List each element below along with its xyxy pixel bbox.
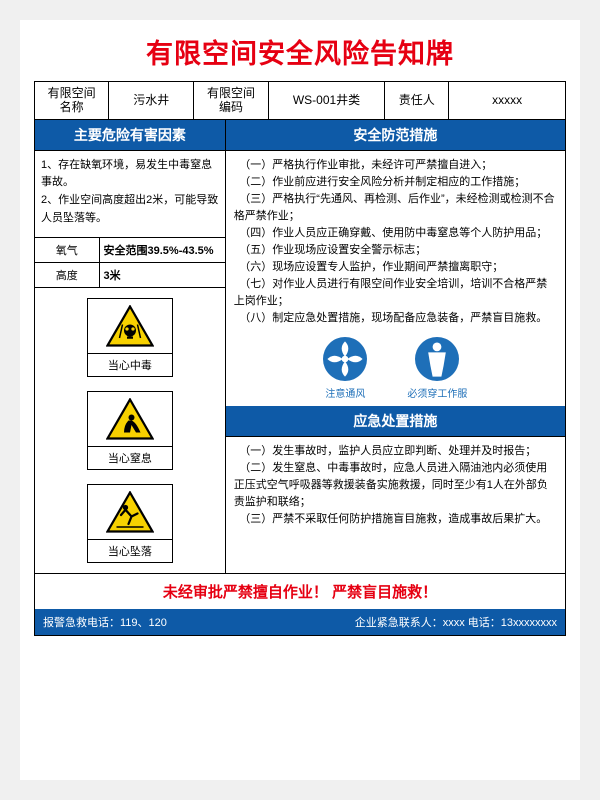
height-label: 高度 bbox=[35, 263, 100, 287]
hazard-body: 1、存在缺氧环境，易发生中毒窒息事故。 2、作业空间高度超出2米，可能导致人员坠… bbox=[35, 151, 225, 238]
mandatory-icon bbox=[323, 337, 367, 381]
header-table: 有限空间 名称 污水井 有限空间 编码 WS-001井类 责任人 xxxxx bbox=[34, 81, 566, 120]
sign-label: 当心坠落 bbox=[88, 539, 172, 562]
right-column: 安全防范措施 （一）严格执行作业审批，未经许可严禁擅自进入； （二）作业前应进行… bbox=[226, 120, 565, 573]
oxygen-label: 氧气 bbox=[35, 238, 100, 262]
warning-signs: 当心中毒当心窒息当心坠落 bbox=[35, 288, 225, 573]
enterprise-contact: 企业紧急联系人：xxxx 电话：13xxxxxxxx bbox=[355, 614, 557, 630]
footer-contact: 报警急救电话：119、120 企业紧急联系人：xxxx 电话：13xxxxxxx… bbox=[35, 609, 565, 635]
sign-label: 当心窒息 bbox=[88, 446, 172, 469]
safety-board: 有限空间安全风险告知牌 有限空间 名称 污水井 有限空间 编码 WS-001井类… bbox=[20, 20, 580, 780]
emergency-heading: 应急处置措施 bbox=[226, 406, 565, 437]
measures-heading: 安全防范措施 bbox=[226, 120, 565, 151]
warning-sign: 当心窒息 bbox=[87, 391, 173, 470]
measures-body: （一）严格执行作业审批，未经许可严禁擅自进入； （二）作业前应进行安全风险分析并… bbox=[226, 151, 565, 335]
oxygen-value: 安全范围39.5%-43.5% bbox=[100, 238, 225, 262]
warning-triangle-icon bbox=[88, 485, 172, 539]
mandatory-icon bbox=[415, 337, 459, 381]
mandatory-label: 必须穿工作服 bbox=[407, 385, 467, 400]
main-area: 主要危险有害因素 1、存在缺氧环境，易发生中毒窒息事故。 2、作业空间高度超出2… bbox=[34, 120, 566, 574]
sign-label: 当心中毒 bbox=[88, 353, 172, 376]
mandatory-sign: 必须穿工作服 bbox=[407, 337, 467, 400]
warning-triangle-icon bbox=[88, 299, 172, 353]
name-label: 有限空间 名称 bbox=[35, 82, 109, 120]
mandatory-icons: 注意通风 必须穿工作服 bbox=[226, 335, 565, 406]
warning-sign: 当心中毒 bbox=[87, 298, 173, 377]
code-value: WS-001井类 bbox=[268, 82, 385, 120]
name-value: 污水井 bbox=[109, 82, 194, 120]
code-label: 有限空间 编码 bbox=[194, 82, 268, 120]
oxygen-row: 氧气 安全范围39.5%-43.5% bbox=[35, 238, 225, 263]
left-column: 主要危险有害因素 1、存在缺氧环境，易发生中毒窒息事故。 2、作业空间高度超出2… bbox=[35, 120, 226, 573]
resp-value: xxxxx bbox=[449, 82, 566, 120]
mandatory-sign: 注意通风 bbox=[323, 337, 367, 400]
height-row: 高度 3米 bbox=[35, 263, 225, 288]
resp-label: 责任人 bbox=[385, 82, 449, 120]
footer-warning: 未经审批严禁擅自作业！ 严禁盲目施救！ bbox=[35, 574, 565, 609]
emergency-phone: 报警急救电话：119、120 bbox=[43, 614, 167, 630]
height-value: 3米 bbox=[100, 263, 225, 287]
footer: 未经审批严禁擅自作业！ 严禁盲目施救！ 报警急救电话：119、120 企业紧急联… bbox=[34, 574, 566, 636]
emergency-body: （一）发生事故时，监护人员应立即判断、处理并及时报告； （二）发生窒息、中毒事故… bbox=[226, 437, 565, 536]
warning-triangle-icon bbox=[88, 392, 172, 446]
mandatory-label: 注意通风 bbox=[323, 385, 367, 400]
warning-sign: 当心坠落 bbox=[87, 484, 173, 563]
board-title: 有限空间安全风险告知牌 bbox=[34, 32, 566, 71]
hazard-heading: 主要危险有害因素 bbox=[35, 120, 225, 151]
